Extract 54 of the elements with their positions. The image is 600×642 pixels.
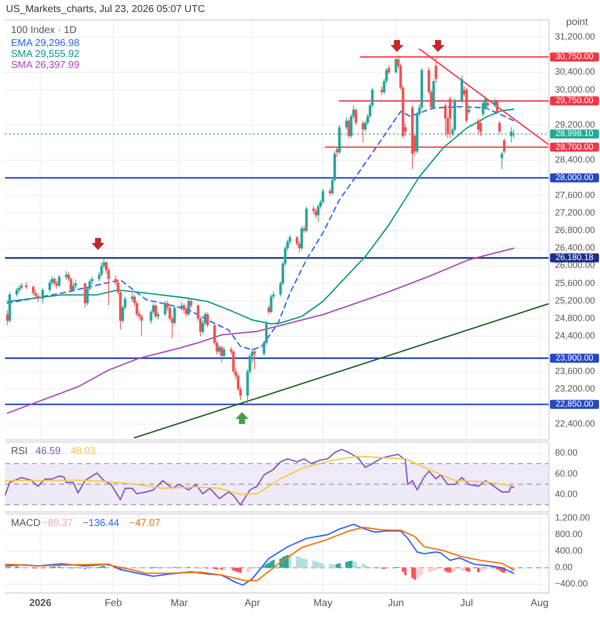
y-tick-label: 800.00: [555, 529, 583, 540]
ref-line-label: 26,180.18: [556, 252, 594, 262]
ref-line-label: 28,998.10: [556, 128, 594, 138]
x-tick-label: 2026: [29, 598, 52, 609]
text: 100 Index · 1D: [11, 25, 77, 36]
y-axis-title: point: [566, 17, 588, 28]
legend-title: RSI: [11, 446, 28, 457]
y-tick-label: 1,200.00: [555, 512, 590, 523]
y-tick-label: 31,200.00: [555, 32, 596, 42]
y-tick-label: 80.00: [555, 448, 578, 458]
y-tick-label: 26,000.00: [555, 260, 596, 270]
text: 48.03: [70, 446, 96, 457]
y-tick-label: 28,400.00: [555, 154, 596, 165]
y-tick-label: 25,200.00: [555, 295, 596, 306]
series-label: 46.59: [36, 446, 61, 457]
x-tick-label: Jun: [388, 598, 404, 609]
x-tick-label: Apr: [244, 598, 261, 609]
data-label: 29,750.00: [556, 95, 594, 106]
text: −89.37: [42, 518, 74, 529]
y-tick-label: 23,600.00: [555, 366, 596, 376]
y-tick-label: 30,000.00: [555, 84, 596, 94]
legend-title: MACD: [11, 518, 40, 529]
text: EMA 29,296.98: [11, 38, 80, 49]
y-tick-label: −400.00: [555, 578, 588, 589]
y-tick-label: 23,200.00: [555, 383, 596, 394]
ref-line-label: 22,850.00: [556, 398, 594, 409]
y-tick-label: 22,400.00: [555, 418, 596, 429]
x-tick-label: Jul: [460, 598, 473, 609]
y-tick-label: 24,400.00: [555, 330, 596, 341]
y-tick-label: 25,600.00: [555, 278, 596, 288]
x-tick-label: May: [313, 598, 332, 609]
x-tick-label: Feb: [104, 598, 122, 609]
y-tick-label: 0.00: [555, 562, 573, 572]
y-tick-label: 400.00: [555, 546, 583, 556]
x-tick-label: Mar: [170, 598, 189, 609]
chart-subtitle: US_Markets_charts, Jul 23, 2026 05:07 UTC: [6, 4, 205, 15]
y-tick-label: 40.00: [555, 488, 578, 499]
y-tick-label: 24,800.00: [555, 312, 596, 323]
data-label: 28,700.00: [556, 141, 594, 152]
y-tick-label: 27,600.00: [555, 190, 596, 200]
y-tick-label: 26,800.00: [555, 225, 596, 236]
text: SMA 26,397.99: [11, 60, 80, 71]
y-tick-label: 30,400.00: [555, 66, 596, 77]
text: −136.44: [82, 518, 120, 529]
ref-line-label: 23,900.00: [556, 352, 594, 362]
y-tick-label: 27,200.00: [555, 207, 596, 218]
x-tick-label: Aug: [530, 598, 548, 609]
ref-line-label: 28,000.00: [556, 172, 594, 182]
y-tick-label: 26,400.00: [555, 242, 596, 253]
data-label: 30,750.00: [556, 51, 594, 62]
y-tick-label: 29,200.00: [555, 119, 596, 130]
text: SMA 29,555.92: [11, 49, 80, 60]
text: −47.07: [129, 518, 161, 529]
y-tick-label: 60.00: [555, 468, 578, 478]
